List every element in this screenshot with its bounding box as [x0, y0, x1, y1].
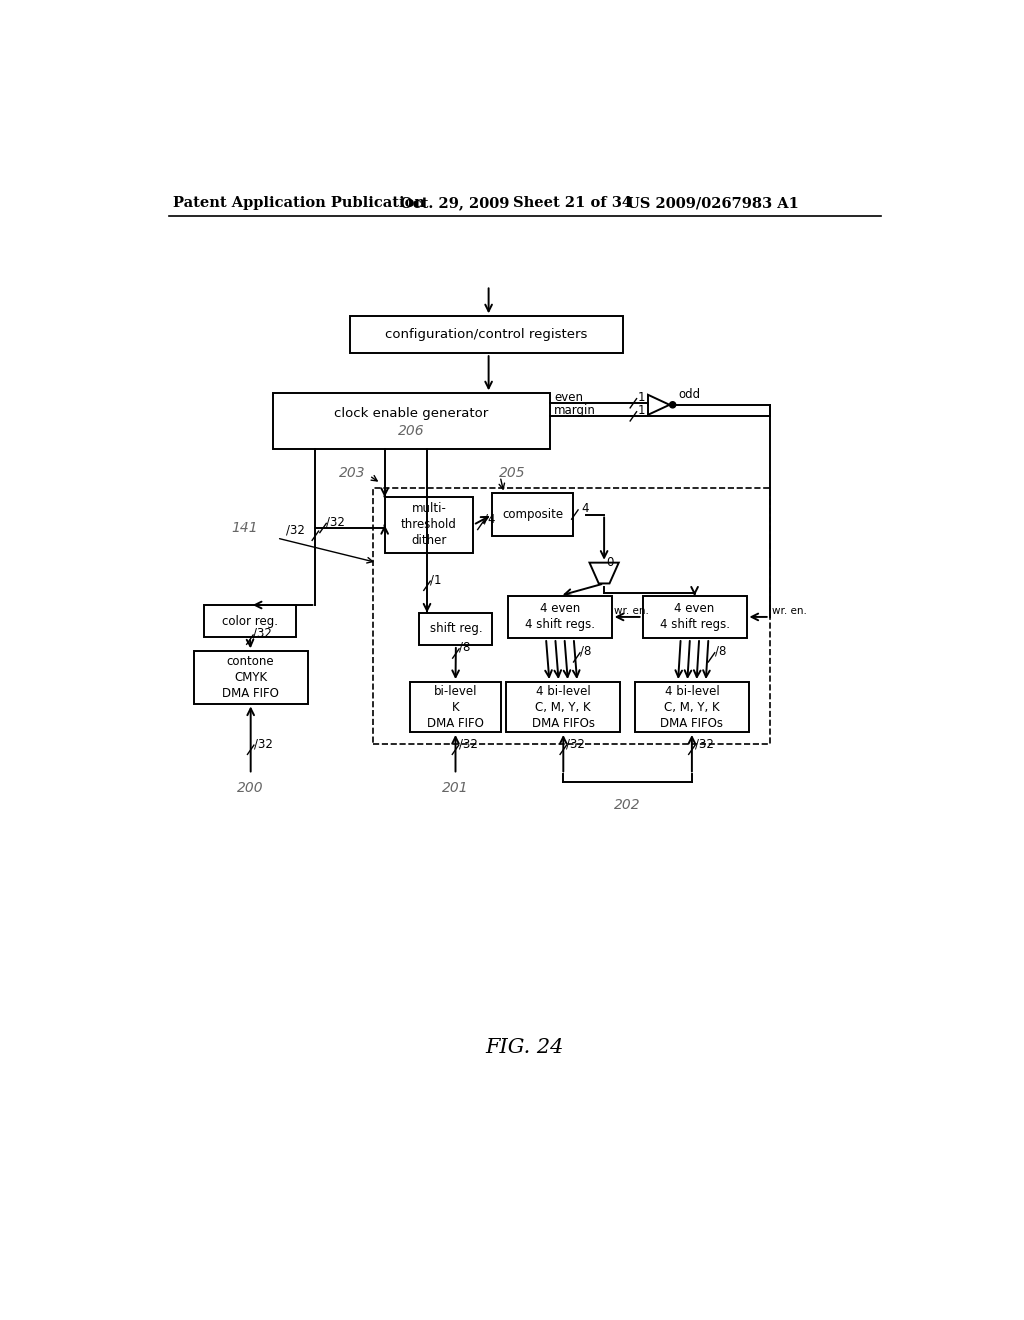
Bar — [643, 595, 746, 638]
Text: 200: 200 — [237, 781, 263, 795]
Bar — [385, 498, 473, 553]
Text: odd: odd — [679, 388, 700, 400]
Text: 202: 202 — [614, 799, 641, 812]
Text: 203: 203 — [339, 466, 366, 479]
Text: 141: 141 — [231, 521, 258, 535]
Text: 4 even
4 shift regs.: 4 even 4 shift regs. — [659, 602, 729, 631]
Text: multi-
threshold
dither: multi- threshold dither — [401, 503, 457, 548]
Text: /32: /32 — [254, 737, 272, 750]
Polygon shape — [648, 395, 670, 414]
Text: /8: /8 — [580, 644, 591, 657]
Text: 1: 1 — [638, 404, 645, 417]
Text: 1: 1 — [638, 391, 645, 404]
Text: shift reg.: shift reg. — [430, 622, 482, 635]
Text: Oct. 29, 2009: Oct. 29, 2009 — [400, 197, 509, 210]
Text: color reg.: color reg. — [222, 615, 278, 628]
Bar — [273, 393, 550, 449]
Text: Patent Application Publication: Patent Application Publication — [173, 197, 425, 210]
Text: wr. en.: wr. en. — [614, 606, 649, 615]
Text: 206: 206 — [398, 424, 425, 438]
Bar — [508, 595, 611, 638]
Text: /32: /32 — [459, 737, 477, 750]
Text: wr. en.: wr. en. — [772, 606, 807, 615]
Text: clock enable generator: clock enable generator — [335, 407, 488, 420]
Text: 0: 0 — [606, 556, 613, 569]
Bar — [410, 682, 501, 733]
Bar — [506, 682, 621, 733]
Text: Sheet 21 of 34: Sheet 21 of 34 — [513, 197, 632, 210]
Polygon shape — [590, 562, 618, 583]
Bar — [493, 494, 573, 536]
Text: /32: /32 — [253, 627, 271, 640]
Text: composite: composite — [503, 508, 563, 521]
Text: bi-level
K
DMA FIFO: bi-level K DMA FIFO — [427, 685, 484, 730]
Bar — [419, 612, 493, 645]
Text: /32: /32 — [286, 523, 304, 536]
Text: /1: /1 — [430, 573, 441, 586]
Text: 201: 201 — [441, 781, 468, 795]
Circle shape — [670, 401, 676, 408]
Bar — [350, 317, 624, 354]
Text: /4: /4 — [484, 512, 496, 525]
Text: 4 bi-level
C, M, Y, K
DMA FIFOs: 4 bi-level C, M, Y, K DMA FIFOs — [660, 685, 723, 730]
Text: /32: /32 — [326, 515, 345, 528]
Bar — [194, 651, 307, 704]
Text: FIG. 24: FIG. 24 — [485, 1039, 564, 1057]
Text: 4 bi-level
C, M, Y, K
DMA FIFOs: 4 bi-level C, M, Y, K DMA FIFOs — [531, 685, 595, 730]
Bar — [204, 605, 296, 638]
Text: contone
CMYK
DMA FIFO: contone CMYK DMA FIFO — [222, 655, 280, 700]
Text: margin: margin — [554, 404, 596, 417]
Text: even: even — [554, 391, 583, 404]
Text: US 2009/0267983 A1: US 2009/0267983 A1 — [628, 197, 799, 210]
Text: /8: /8 — [459, 640, 470, 653]
Text: /32: /32 — [566, 737, 586, 750]
Text: configuration/control registers: configuration/control registers — [385, 329, 588, 342]
Text: 205: 205 — [499, 466, 525, 479]
Bar — [373, 488, 770, 743]
Text: /8: /8 — [715, 644, 726, 657]
Text: /32: /32 — [695, 737, 714, 750]
Text: 4 even
4 shift regs.: 4 even 4 shift regs. — [525, 602, 595, 631]
Bar — [635, 682, 749, 733]
Text: 4: 4 — [581, 502, 589, 515]
